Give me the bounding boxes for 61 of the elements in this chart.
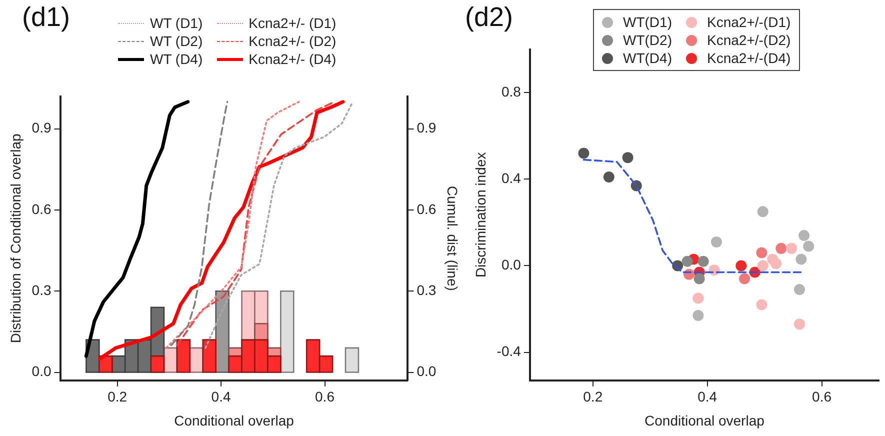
point	[803, 240, 814, 252]
x-tick-label: 0.2	[583, 388, 603, 405]
y-tick-label: 0.0	[501, 256, 522, 273]
legend-label: WT(D4)	[623, 49, 672, 67]
legend-label: Kcna2+/- (D1)	[248, 14, 336, 32]
point	[682, 256, 693, 267]
y-tick-label: 0.6	[32, 200, 52, 217]
chart-title: (d2)	[465, 2, 514, 33]
point	[692, 310, 704, 321]
y-tick-label: 0.8	[501, 84, 522, 100]
x-tick-label: 0.2	[108, 388, 128, 405]
y-axis-title: Discrimination index	[472, 152, 488, 278]
point	[786, 242, 797, 254]
point	[796, 254, 807, 265]
point	[756, 299, 768, 310]
x-tick-label: 0.6	[315, 388, 335, 405]
y2-tick-label: 0.6	[416, 200, 436, 217]
chart-title: (d1)	[22, 2, 70, 33]
y-tick-label: 0.4	[501, 170, 522, 186]
point	[739, 273, 750, 284]
point	[603, 172, 614, 183]
x-tick-label: 0.4	[698, 388, 718, 405]
point	[692, 292, 704, 304]
x-tick-label: 0.6	[812, 388, 832, 405]
point	[794, 318, 805, 330]
y2-tick-label: 0.0	[416, 363, 436, 380]
legend-label: Kcna2+/-(D1)	[707, 13, 791, 31]
x-axis-title: Conditional overlap	[644, 412, 765, 428]
legend-label: WT (D4)	[150, 50, 203, 68]
legend-label: WT(D2)	[623, 31, 672, 49]
x-axis-title: Conditional overlap	[174, 412, 294, 428]
legend-label: Kcna2+/- (D2)	[248, 32, 336, 50]
legend-label: Kcna2+/-(D2)	[707, 31, 791, 49]
line-series	[170, 100, 228, 346]
y-tick-label: 0.0	[32, 363, 52, 380]
point	[798, 230, 810, 241]
point	[776, 242, 787, 254]
y-tick-label: -0.4	[496, 343, 522, 360]
point	[694, 273, 705, 284]
y2-tick-label: 0.9	[416, 120, 436, 136]
point	[770, 258, 782, 270]
y-axis-title: Distribution of Conditional overlap	[7, 134, 24, 344]
point	[756, 247, 768, 258]
x-tick-label: 0.4	[211, 388, 231, 405]
point	[622, 152, 634, 164]
y-tick-label: 0.9	[32, 120, 52, 136]
legend-label: Kcna2+/-(D4)	[707, 49, 791, 67]
point	[757, 206, 768, 218]
legend-label: WT (D1)	[150, 14, 203, 32]
legend-label: WT (D2)	[150, 32, 203, 50]
point	[578, 148, 590, 159]
y2-axis-title: Cumul. dist (line)	[444, 186, 461, 291]
point	[710, 236, 722, 248]
legend-label: Kcna2+/- (D4)	[248, 50, 336, 68]
point	[794, 284, 805, 296]
y2-tick-label: 0.3	[416, 282, 436, 298]
point	[757, 260, 768, 272]
y-tick-label: 0.3	[32, 282, 52, 298]
point	[698, 256, 709, 267]
legend-label: WT(D1)	[623, 13, 672, 31]
point	[736, 260, 747, 272]
